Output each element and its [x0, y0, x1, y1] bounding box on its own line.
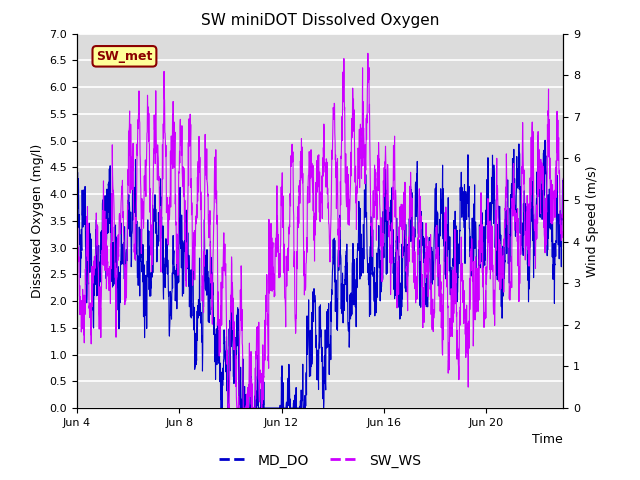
Legend: MD_DO, SW_WS: MD_DO, SW_WS: [214, 448, 426, 473]
Y-axis label: Dissolved Oxygen (mg/l): Dissolved Oxygen (mg/l): [31, 144, 44, 298]
Title: SW miniDOT Dissolved Oxygen: SW miniDOT Dissolved Oxygen: [201, 13, 439, 28]
X-axis label: Time: Time: [532, 433, 563, 446]
Text: SW_met: SW_met: [96, 50, 152, 63]
Y-axis label: Wind Speed (m/s): Wind Speed (m/s): [586, 165, 598, 276]
